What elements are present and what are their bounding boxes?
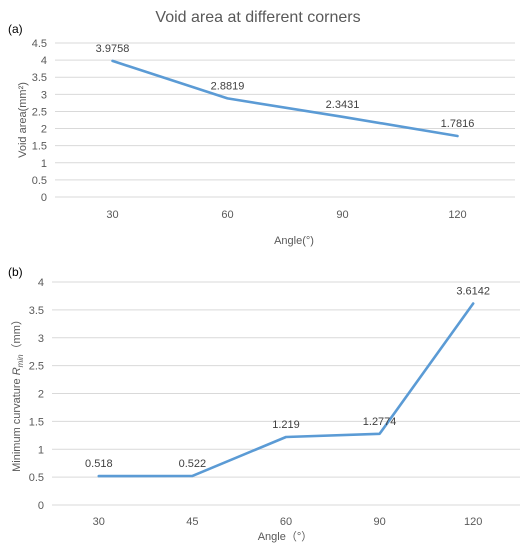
chart-b-x-tick-label: 60 xyxy=(280,516,292,528)
chart-b-series-line xyxy=(97,302,475,478)
chart-a-data-labels: 3.9758 2.8819 2.3431 1.7816 xyxy=(96,43,475,130)
chart-a-x-axis-label: Angle(°) xyxy=(274,235,314,247)
chart-a-x-tick-label: 60 xyxy=(221,209,233,221)
chart-b-y-tick-label: 0.5 xyxy=(29,472,44,484)
chart-b-y-axis-label: Minimum curvature Rmin（mm） xyxy=(10,314,25,472)
chart-b-data-label: 3.6142 xyxy=(456,286,490,298)
chart-a-y-tick-label: 2 xyxy=(41,124,47,136)
chart-a-x-tick-label: 30 xyxy=(106,209,118,221)
chart-b-y-tick-label: 1 xyxy=(38,444,44,456)
chart-b-x-ticks: 30 45 60 90 120 xyxy=(93,516,483,528)
chart-b-data-label: 1.2774 xyxy=(363,416,397,428)
chart-a-data-label: 1.7816 xyxy=(441,118,475,130)
chart-a-y-tick-label: 0 xyxy=(41,192,47,204)
chart-b-y-axis-label-main: Minimum curvature xyxy=(11,375,23,472)
chart-b-y-tick-label: 2 xyxy=(38,389,44,401)
chart-a-data-label: 3.9758 xyxy=(96,43,130,55)
chart-b-y-tick-label: 3.5 xyxy=(29,305,44,317)
chart-b-x-tick-label: 30 xyxy=(93,516,105,528)
chart-a-data-label: 2.3431 xyxy=(326,99,360,111)
chart-b-gridlines xyxy=(52,281,520,506)
chart-b-y-axis-label-r: R xyxy=(11,367,23,375)
chart-b-y-tick-label: 1.5 xyxy=(29,416,44,428)
chart-b-data-labels: 0.518 0.522 1.219 1.2774 3.6142 xyxy=(85,286,490,471)
panel-a-label: (a) xyxy=(8,22,23,36)
chart-a-y-tick-label: 3 xyxy=(41,89,47,101)
chart-b-y-axis-label-sub: min xyxy=(16,354,25,367)
chart-a-x-tick-label: 90 xyxy=(336,209,348,221)
chart-a-y-tick-label: 4.5 xyxy=(32,38,47,50)
chart-panel-a: (a) Void area at different corners 0 0.5 1… xyxy=(8,9,515,247)
chart-b-y-tick-label: 2.5 xyxy=(29,361,44,373)
chart-b-y-tick-label: 4 xyxy=(38,277,44,289)
chart-a-y-tick-label: 4 xyxy=(41,55,47,67)
chart-a-series-line xyxy=(111,59,459,138)
chart-a-gridlines xyxy=(55,42,515,198)
chart-panel-b: (b) 00.511.522.533.54 30 45 60 90 120 0.518 0… xyxy=(8,265,520,543)
chart-a-title: Void area at different corners xyxy=(155,9,360,26)
chart-a-x-tick-label: 120 xyxy=(448,209,466,221)
chart-b-data-label: 0.518 xyxy=(85,458,113,470)
chart-b-x-tick-label: 45 xyxy=(186,516,198,528)
chart-a-data-label: 2.8819 xyxy=(211,80,245,92)
chart-a-y-tick-label: 2.5 xyxy=(32,106,47,118)
chart-b-x-tick-label: 90 xyxy=(373,516,385,528)
chart-b-y-ticks: 0 0.5 1 1.5 2 2.5 3 3.5 4 xyxy=(29,277,44,512)
chart-b-data-label: 1.219 xyxy=(272,419,300,431)
chart-a-y-tick-label: 1 xyxy=(41,158,47,170)
panel-b-label: (b) xyxy=(8,265,23,279)
chart-b-x-tick-label: 120 xyxy=(464,516,482,528)
chart-b-y-tick-label: 0 xyxy=(38,500,44,512)
chart-a-y-ticks: 0 0.5 1 1.5 2 2.5 3 3.5 4 4.5 xyxy=(32,38,47,204)
chart-b-x-axis-label: Angle（°） xyxy=(258,530,313,543)
chart-b-y-tick-label: 3 xyxy=(38,333,44,345)
chart-a-y-tick-label: 1.5 xyxy=(32,141,47,153)
chart-b-y-axis-label-unit: （mm） xyxy=(10,314,23,354)
chart-a-x-ticks: 30 60 90 120 xyxy=(106,209,466,221)
chart-b-data-label: 0.522 xyxy=(179,458,207,470)
chart-a-y-axis-label: Void area(mm²) xyxy=(17,82,29,158)
chart-a-y-tick-label: 3.5 xyxy=(32,72,47,84)
chart-a-y-tick-label: 0.5 xyxy=(32,175,47,187)
